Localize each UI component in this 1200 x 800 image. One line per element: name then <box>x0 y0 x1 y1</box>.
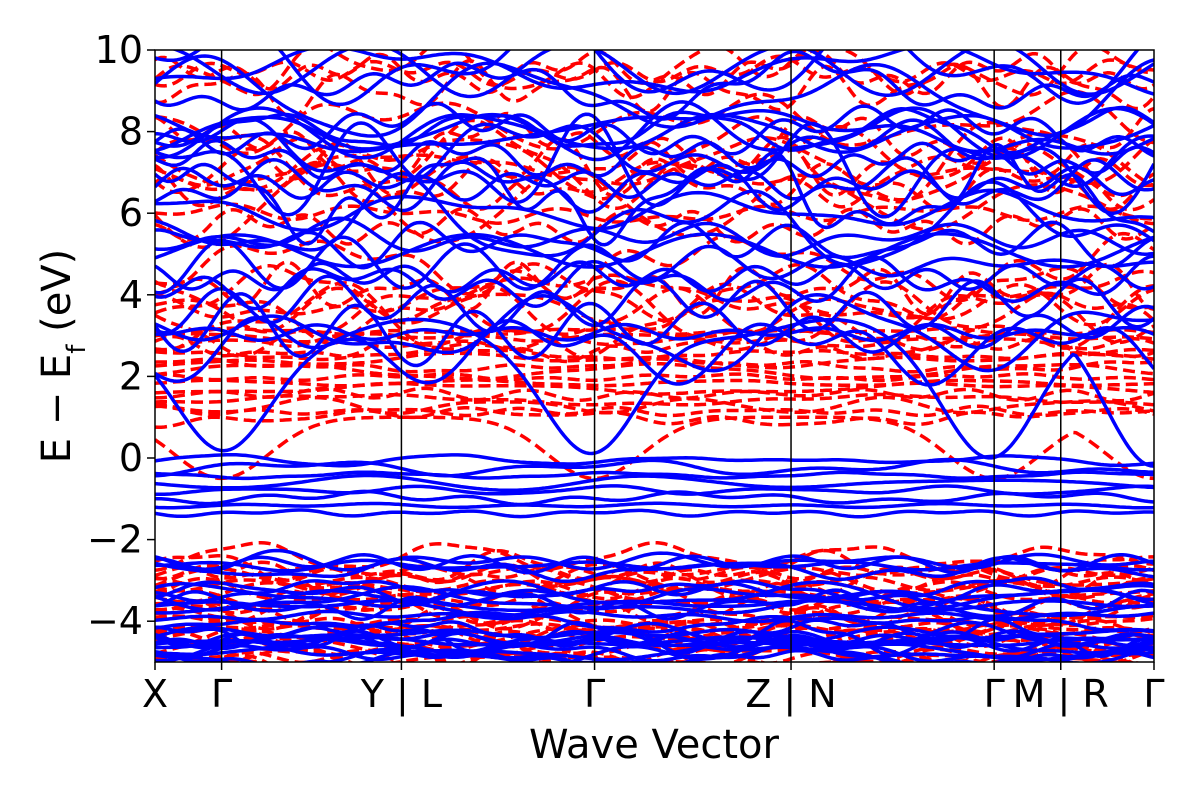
x-axis-title: Wave Vector <box>529 722 780 768</box>
red-band-38 <box>155 351 1154 370</box>
red-band-12 <box>155 647 1154 662</box>
blue-band-49 <box>155 50 1140 107</box>
blue-band-42 <box>155 165 1154 202</box>
blue-band-5 <box>155 489 1154 507</box>
x-tick-label-2: Y | L <box>360 672 442 717</box>
blue-band-19 <box>155 585 1154 614</box>
blue-band-58 <box>155 156 1154 214</box>
red-band-39 <box>155 347 1154 362</box>
blue-band-18 <box>155 598 1154 613</box>
blue-band-33 <box>155 553 1154 575</box>
red-band-59 <box>155 106 1154 180</box>
red-band-56 <box>155 279 1154 354</box>
y-tick-label-1: −2 <box>87 518 143 562</box>
blue-band-16 <box>155 576 1154 603</box>
red-band-46 <box>155 132 1154 202</box>
blue-band-59 <box>155 292 1154 368</box>
red-band-66 <box>155 202 1154 225</box>
blue-band-22 <box>155 589 1154 618</box>
blue-band-6 <box>155 501 1154 510</box>
y-tick-label-3: 2 <box>119 354 143 398</box>
blue-band-23 <box>155 610 1154 634</box>
blue-band-2 <box>155 470 1154 481</box>
x-tick-label-4: Z | N <box>745 672 836 717</box>
red-band-27 <box>155 560 1154 599</box>
blue-band-7 <box>155 508 1154 519</box>
blue-band-56 <box>155 315 1154 387</box>
x-tick-label-1: Γ <box>211 672 232 716</box>
blue-band-48 <box>155 112 1154 154</box>
y-tick-label-5: 6 <box>119 191 143 235</box>
red-band-15 <box>155 575 1154 593</box>
red-band-26 <box>155 562 1154 597</box>
blue-band-14 <box>155 609 1154 624</box>
red-band-58 <box>155 291 1154 359</box>
red-band-60 <box>155 207 1154 246</box>
blue-band-51 <box>155 216 1154 258</box>
y-tick-label-0: −4 <box>87 599 143 643</box>
blue-band-29 <box>155 625 1154 643</box>
x-tick-label-6: M | R <box>1013 672 1109 717</box>
x-tick-label-5: Γ <box>984 672 1005 716</box>
plot-frame <box>154 49 1155 663</box>
red-band-63 <box>155 157 1154 212</box>
blue-band-30 <box>155 629 1154 653</box>
y-tick-label-7: 10 <box>95 28 143 72</box>
blue-band-62 <box>155 274 1154 335</box>
y-tick-label-4: 4 <box>119 273 143 317</box>
high-symmetry-lines <box>220 50 1062 662</box>
blue-band-63 <box>155 138 1154 181</box>
red-band-50 <box>155 269 1154 320</box>
blue-band-35 <box>155 220 1154 270</box>
red-band-54 <box>155 136 1154 211</box>
blue-band-60 <box>171 50 1154 99</box>
x-tick-label-0: X <box>142 672 168 716</box>
red-band-51 <box>155 162 1154 249</box>
red-band-45 <box>155 282 1154 334</box>
blue-band-57 <box>155 231 1154 269</box>
blue-band-40 <box>155 50 1154 96</box>
red-band-29 <box>155 404 1154 418</box>
red-band-35 <box>155 372 1154 383</box>
blue-band-27 <box>155 620 1154 650</box>
x-tick-label-3: Γ <box>584 672 605 716</box>
y-axis-title: E − Ef (eV) <box>34 249 92 464</box>
y-tick-label-2: 0 <box>119 436 143 480</box>
y-axis: −4 −2 0 2 4 6 8 10 <box>87 28 155 643</box>
y-tick-label-6: 8 <box>119 110 143 154</box>
x-tick-label-7: Γ <box>1143 672 1164 716</box>
red-band-34 <box>155 378 1154 388</box>
blue-band-45 <box>155 101 1154 158</box>
red-band-33 <box>155 381 1154 396</box>
red-band-61 <box>155 115 1154 212</box>
red-band-40 <box>155 334 1154 364</box>
red-band-21 <box>155 603 1154 635</box>
red-band-47 <box>155 135 1154 198</box>
red-band-52 <box>155 58 1154 119</box>
blue-band-3 <box>155 473 1154 493</box>
blue-band-4 <box>155 484 1154 497</box>
red-band-31 <box>155 392 1154 407</box>
blue-band-54 <box>155 260 1154 294</box>
blue-band-34 <box>155 317 1154 468</box>
blue-band-44 <box>155 293 1154 373</box>
blue-band-61 <box>155 117 1154 188</box>
blue-band-31 <box>155 637 1154 662</box>
blue-band-1 <box>155 457 1154 478</box>
red-band-28 <box>155 406 1154 429</box>
